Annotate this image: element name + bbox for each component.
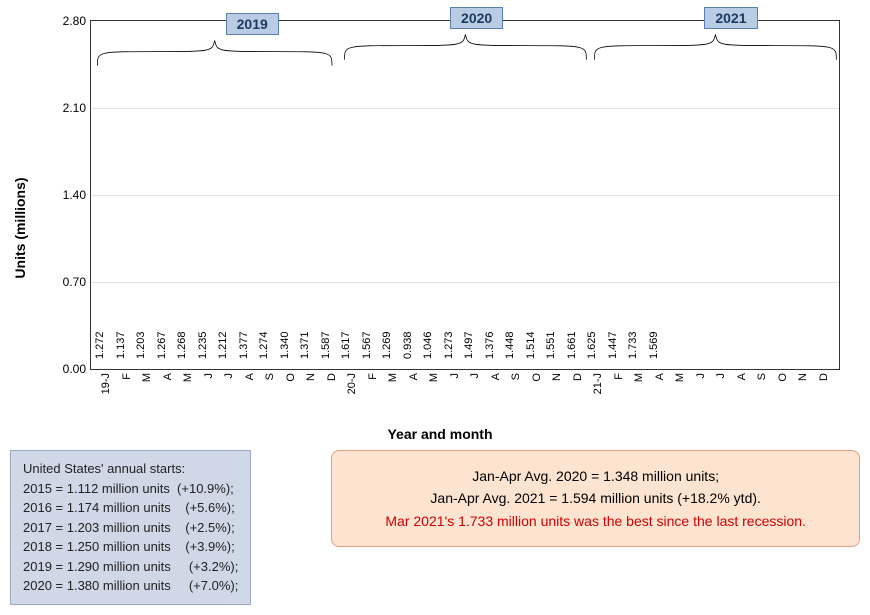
x-tick-label: D: [326, 369, 338, 381]
x-tick-label: 20-J: [346, 369, 358, 394]
x-tick-label: F: [613, 369, 625, 380]
x-tick-label: M: [182, 369, 194, 382]
summary-highlight: Mar 2021's 1.733 million units was the b…: [356, 510, 835, 532]
x-tick-label: D: [818, 369, 830, 381]
annual-row: 2020 = 1.380 million units (+7.0%);: [23, 576, 238, 596]
y-tick-label: 0.70: [41, 275, 86, 289]
bar-value-label: 1.269: [381, 331, 393, 359]
x-tick-label: J: [469, 369, 481, 379]
x-tick-label: J: [715, 369, 727, 379]
bar-value-label: 1.514: [525, 331, 537, 359]
x-tick-label: M: [387, 369, 399, 382]
bar-value-label: 1.447: [607, 331, 619, 359]
bar-value-label: 1.046: [422, 331, 434, 359]
bar-value-label: 1.625: [586, 331, 598, 359]
bar-value-label: 0.938: [402, 331, 414, 359]
bar-value-label: 1.567: [361, 331, 373, 359]
x-tick-label: J: [203, 369, 215, 379]
x-tick-label: 19-J: [100, 369, 112, 394]
x-tick-label: O: [777, 369, 789, 382]
y-tick-label: 2.80: [41, 14, 86, 28]
x-tick-label: D: [572, 369, 584, 381]
annual-row: 2017 = 1.203 million units (+2.5%);: [23, 518, 238, 538]
x-tick-label: A: [490, 369, 502, 380]
x-tick-label: N: [797, 369, 809, 381]
x-tick-label: J: [223, 369, 235, 379]
bar-value-label: 1.448: [504, 331, 516, 359]
x-tick-label: F: [367, 369, 379, 380]
bar-value-label: 1.268: [176, 331, 188, 359]
y-tick-label: 2.10: [41, 101, 86, 115]
x-tick-label: A: [244, 369, 256, 380]
summary-box: Jan-Apr Avg. 2020 = 1.348 million units;…: [331, 450, 860, 547]
bar-value-label: 1.274: [258, 331, 270, 359]
bar-value-label: 1.267: [156, 331, 168, 359]
bar-value-label: 1.137: [115, 331, 127, 359]
x-tick-label: A: [736, 369, 748, 380]
annual-row: 2019 = 1.290 million units (+3.2%);: [23, 557, 238, 577]
x-tick-label: A: [162, 369, 174, 380]
bar-value-label: 1.212: [217, 331, 229, 359]
bar-value-label: 1.272: [94, 331, 106, 359]
y-axis-label: Units (millions): [12, 177, 28, 278]
summary-line-1: Jan-Apr Avg. 2020 = 1.348 million units;: [356, 465, 835, 487]
annual-row: 2018 = 1.250 million units (+3.9%);: [23, 537, 238, 557]
summary-line-2: Jan-Apr Avg. 2021 = 1.594 million units …: [356, 487, 835, 509]
annual-starts-box: United States' annual starts: 2015 = 1.1…: [10, 450, 251, 605]
x-tick-label: S: [510, 369, 522, 380]
bar-value-label: 1.203: [135, 331, 147, 359]
bar-value-label: 1.235: [197, 331, 209, 359]
bar-value-label: 1.587: [320, 331, 332, 359]
x-tick-label: O: [285, 369, 297, 382]
bar-value-label: 1.569: [648, 331, 660, 359]
y-tick-label: 0.00: [41, 362, 86, 376]
x-tick-label: J: [449, 369, 461, 379]
bar-value-label: 1.273: [443, 331, 455, 359]
annual-title: United States' annual starts:: [23, 459, 238, 479]
x-tick-label: F: [121, 369, 133, 380]
bar-value-label: 1.617: [340, 331, 352, 359]
plot-area: 0.000.701.402.102.80 201920202021 1.2721…: [90, 20, 840, 370]
chart-container: Units (millions) 0.000.701.402.102.80 20…: [30, 10, 850, 430]
x-tick-label: A: [654, 369, 666, 380]
x-tick-label: M: [428, 369, 440, 382]
x-tick-label: N: [305, 369, 317, 381]
x-tick-label: 21-J: [592, 369, 604, 394]
bar-value-label: 1.733: [627, 331, 639, 359]
bar-value-label: 1.661: [566, 331, 578, 359]
x-tick-label: S: [264, 369, 276, 380]
x-tick-label: J: [695, 369, 707, 379]
x-axis-label: Year and month: [387, 426, 492, 442]
x-tick-label: N: [551, 369, 563, 381]
bar-value-label: 1.377: [238, 331, 250, 359]
bars-group: 1.27219-J1.137F1.203M1.267A1.268M1.235J1…: [91, 21, 839, 369]
x-tick-label: M: [633, 369, 645, 382]
x-tick-label: M: [674, 369, 686, 382]
annual-row: 2016 = 1.174 million units (+5.6%);: [23, 498, 238, 518]
x-tick-label: A: [408, 369, 420, 380]
annual-row: 2015 = 1.112 million units (+10.9%);: [23, 479, 238, 499]
x-tick-label: S: [756, 369, 768, 380]
bar-value-label: 1.497: [463, 331, 475, 359]
bar-value-label: 1.340: [279, 331, 291, 359]
bar-value-label: 1.371: [299, 331, 311, 359]
annual-rows: 2015 = 1.112 million units (+10.9%);2016…: [23, 479, 238, 596]
x-tick-label: M: [141, 369, 153, 382]
y-tick-label: 1.40: [41, 188, 86, 202]
bar-value-label: 1.376: [484, 331, 496, 359]
bar-value-label: 1.551: [545, 331, 557, 359]
x-tick-label: O: [531, 369, 543, 382]
footer-row: United States' annual starts: 2015 = 1.1…: [10, 450, 860, 605]
